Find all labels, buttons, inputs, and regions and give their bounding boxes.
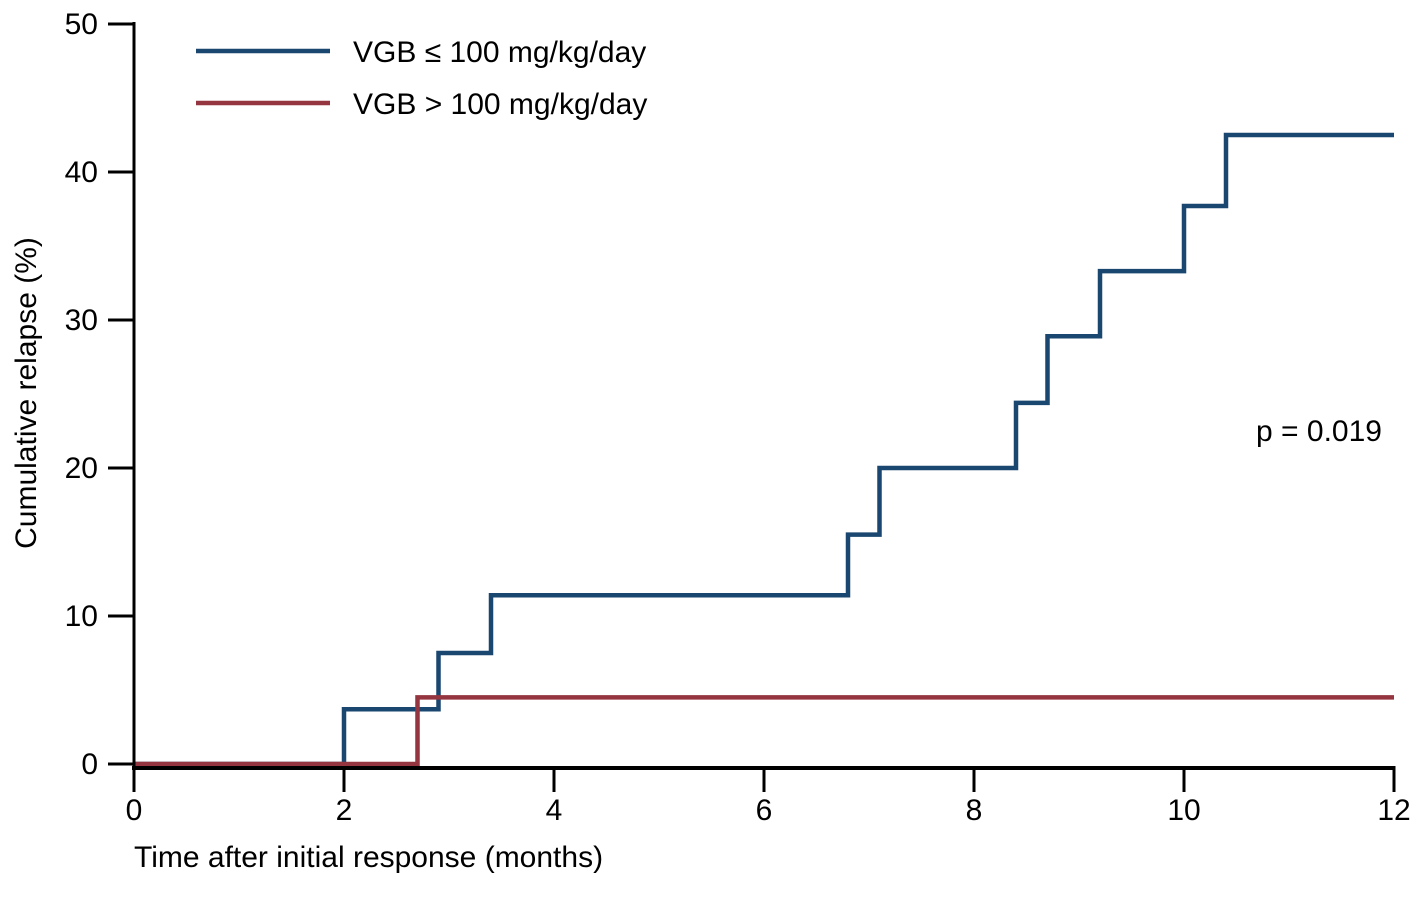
plot-layer: 0 10 20 30 40 50 0 2 4 6 8 10 12	[65, 8, 1411, 827]
p-value-annotation: p = 0.019	[1256, 415, 1382, 448]
series-line-vgb-gt-100	[134, 695, 1394, 767]
x-tick-label: 4	[546, 794, 563, 827]
x-tick-label: 12	[1377, 794, 1410, 827]
x-tick-label: 8	[966, 794, 983, 827]
y-tick-label: 0	[81, 748, 98, 781]
series-line-vgb-le-100	[134, 132, 1394, 767]
legend-label-vgb-le-100: VGB ≤ 100 mg/kg/day	[353, 36, 646, 69]
y-tick-label: 50	[65, 8, 98, 41]
legend: VGB ≤ 100 mg/kg/day VGB > 100 mg/kg/day	[196, 36, 647, 121]
x-tick-label: 10	[1167, 794, 1200, 827]
x-tick-label: 6	[756, 794, 773, 827]
legend-label-vgb-gt-100: VGB > 100 mg/kg/day	[353, 88, 647, 121]
x-axis-title: Time after initial response (months)	[134, 841, 603, 874]
x-tick-label: 2	[336, 794, 353, 827]
y-tick-label: 40	[65, 156, 98, 189]
y-tick-label: 10	[65, 600, 98, 633]
x-tick-label: 0	[126, 794, 143, 827]
y-tick-label: 30	[65, 304, 98, 337]
y-tick-label: 20	[65, 452, 98, 485]
y-axis-title: Cumulative relapse (%)	[10, 237, 43, 549]
